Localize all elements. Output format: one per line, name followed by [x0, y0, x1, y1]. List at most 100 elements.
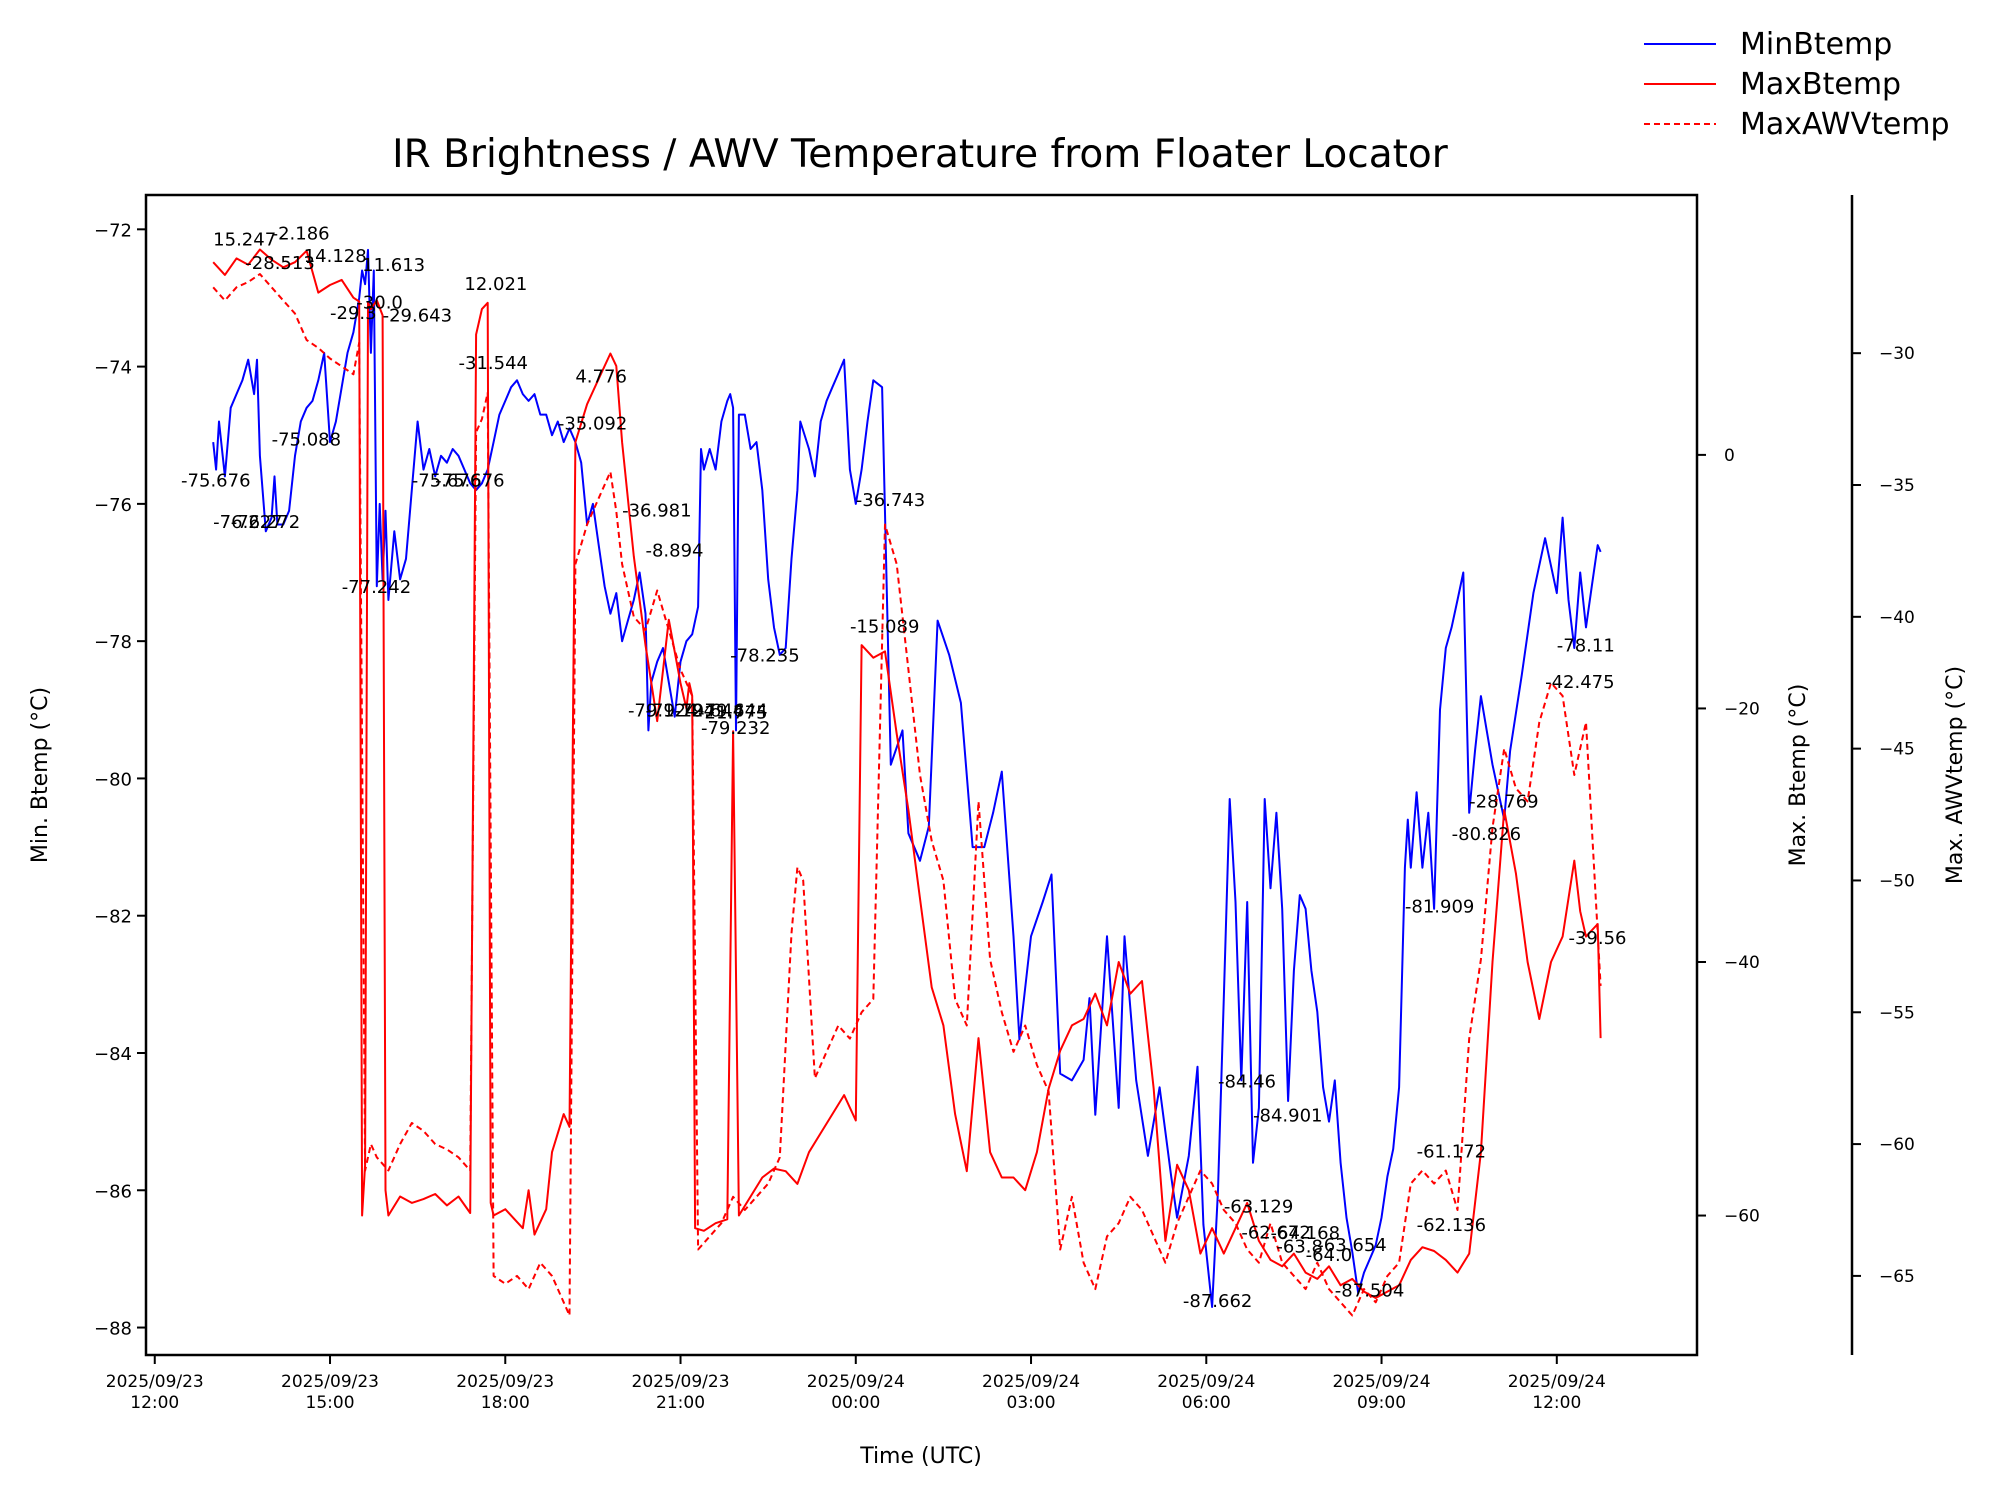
x-tick-label-date-7: 2025/09/24 [1333, 1372, 1431, 1392]
y-left-tick-label-5: −82 [94, 907, 132, 928]
data-label-13: -8.894 [645, 540, 703, 561]
y-axis-left: −72 −74 −76 −78 −80 −82 −84 −86 −88 [94, 220, 146, 1340]
y-right2-tick-label-0: −30 [1879, 344, 1915, 364]
data-label-14: -36.743 [856, 490, 925, 511]
y-right2-tick-label-4: −50 [1879, 871, 1915, 891]
legend-label-minbtemp: MinBtemp [1740, 27, 1892, 62]
x-tick-label-time-2: 18:00 [481, 1393, 530, 1413]
x-axis-label: Time (UTC) [859, 1444, 982, 1469]
y-right2-tick-label-1: −35 [1879, 476, 1915, 496]
x-tick-label-date-1: 2025/09/23 [281, 1372, 379, 1392]
legend: MinBtemp MaxBtemp MaxAWVtemp [1644, 27, 1950, 142]
x-tick-label-date-3: 2025/09/23 [632, 1372, 730, 1392]
data-label-1: -28.513 [245, 253, 314, 274]
data-label-28: -75.676 [181, 471, 250, 492]
x-tick-label-date-2: 2025/09/23 [456, 1372, 554, 1392]
data-label-0: 15.247 [213, 230, 276, 251]
x-axis: 2025/09/2312:002025/09/2315:002025/09/23… [106, 1355, 1606, 1413]
x-tick-label-time-7: 09:00 [1357, 1393, 1406, 1413]
data-label-10: 4.776 [575, 367, 627, 388]
data-label-20: -61.172 [1417, 1141, 1486, 1162]
data-label-5: 11.613 [362, 255, 425, 276]
data-label-40: -78.235 [730, 646, 799, 667]
data-label-18: -28.769 [1469, 791, 1538, 812]
y-left-tick-label-7: −86 [94, 1181, 132, 1202]
x-tick-label-time-8: 12:00 [1532, 1393, 1581, 1413]
y-axis-right-awv-label: Max. AWVtemp (°C) [1943, 666, 1968, 884]
data-label-46: -87.662 [1183, 1291, 1252, 1312]
x-tick-label-time-5: 03:00 [1007, 1393, 1056, 1413]
data-label-33: -75.676 [412, 471, 481, 492]
data-label-47: -87.504 [1335, 1281, 1404, 1302]
data-label-39: -79.232 [701, 718, 770, 739]
data-label-25: -63.8 [1276, 1236, 1323, 1257]
data-label-32: -77.242 [342, 577, 411, 598]
data-label-23: -64.168 [1271, 1223, 1340, 1244]
y-right1-tick-label-1: −20 [1724, 699, 1760, 719]
y-right2-tick-label-2: −40 [1879, 608, 1915, 628]
data-label-29: -76.227 [213, 512, 282, 533]
y-right2-tick-label-5: −55 [1879, 1003, 1915, 1023]
series-layer [212, 248, 1602, 1317]
plot-frame [144, 193, 1699, 1357]
x-tick-label-date-5: 2025/09/24 [982, 1372, 1080, 1392]
data-label-2: -2.186 [272, 223, 330, 244]
y-left-tick-label-8: −88 [94, 1319, 132, 1340]
series-line-minbtemp [212, 248, 1602, 1308]
y-left-tick-label-6: −84 [94, 1044, 132, 1065]
data-label-17: -42.475 [1545, 672, 1614, 693]
y-left-tick-label-4: −80 [94, 769, 132, 790]
data-label-12: -36.981 [622, 501, 691, 522]
data-label-34: -75.676 [435, 471, 504, 492]
data-label-16: -21.775 [698, 703, 767, 724]
series-line-maxbtemp [212, 248, 1602, 1299]
data-label-21: -62.136 [1417, 1215, 1486, 1236]
x-tick-label-date-6: 2025/09/24 [1157, 1372, 1255, 1392]
y-left-tick-label-3: −78 [94, 632, 132, 653]
x-tick-label-time-3: 21:00 [656, 1393, 705, 1413]
y-right1-tick-label-0: 0 [1724, 446, 1735, 466]
data-label-27: -64.0 [1306, 1245, 1353, 1266]
data-label-26: -63.654 [1317, 1235, 1386, 1256]
data-label-41: -80.826 [1452, 824, 1521, 845]
y-right2-tick-label-6: −60 [1879, 1135, 1915, 1155]
data-label-30: -76.272 [231, 512, 300, 533]
data-label-24: -62.672 [1241, 1222, 1310, 1243]
y-axis-right-btemp-label: Max. Btemp (°C) [1786, 684, 1811, 867]
data-label-19: -39.56 [1568, 928, 1626, 949]
y-left-tick-label-2: −76 [94, 495, 132, 516]
data-label-15: -15.089 [850, 616, 919, 637]
data-label-8: 12.021 [464, 274, 527, 295]
x-tick-label-time-4: 00:00 [831, 1393, 880, 1413]
data-label-37: -79.644 [675, 701, 744, 722]
x-tick-label-date-8: 2025/09/24 [1508, 1372, 1606, 1392]
chart-title: IR Brightness / AWV Temperature from Flo… [392, 132, 1449, 177]
x-tick-label-date-4: 2025/09/24 [807, 1372, 905, 1392]
x-tick-label-time-0: 12:00 [130, 1393, 179, 1413]
data-label-43: -78.11 [1557, 635, 1615, 656]
legend-label-maxawvtemp: MaxAWVtemp [1740, 107, 1950, 142]
data-label-31: -75.088 [272, 430, 341, 451]
x-tick-label-time-6: 06:00 [1182, 1393, 1231, 1413]
y-right2-tick-label-7: −65 [1879, 1267, 1915, 1287]
data-label-36: -79.124 [645, 701, 714, 722]
data-label-9: -31.544 [459, 353, 528, 374]
data-label-42: -81.909 [1405, 896, 1474, 917]
data-label-45: -84.901 [1253, 1106, 1322, 1127]
data-label-22: -63.129 [1224, 1197, 1293, 1218]
data-label-38: -79.644 [698, 701, 767, 722]
y-axis-right-awv: −30 −35 −40 −45 −50 −55 −60 −65 [1850, 195, 1915, 1355]
legend-label-maxbtemp: MaxBtemp [1740, 67, 1901, 102]
y-right2-tick-label-3: −45 [1879, 740, 1915, 760]
data-label-3: 14.128 [304, 246, 367, 267]
series-line-maxawvtemp [212, 273, 1602, 1317]
data-label-4: -29.3 [330, 303, 377, 324]
data-label-11: -35.092 [558, 414, 627, 435]
data-label-7: -29.643 [383, 306, 452, 327]
x-tick-label-date-0: 2025/09/23 [106, 1372, 204, 1392]
y-left-tick-label-1: −74 [94, 358, 132, 379]
data-label-6: -30.0 [356, 292, 403, 313]
